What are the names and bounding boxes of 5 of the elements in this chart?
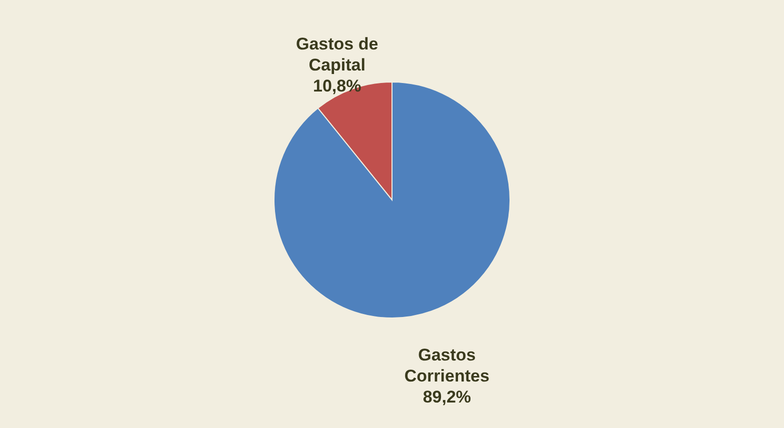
data-label: 89,2% — [422, 388, 472, 407]
slice-label: Gastos Corrientes — [404, 346, 490, 386]
slice-label: Gastos de Capital — [296, 34, 378, 74]
pie-slice — [274, 82, 510, 318]
data-label: 10,8% — [312, 76, 362, 96]
